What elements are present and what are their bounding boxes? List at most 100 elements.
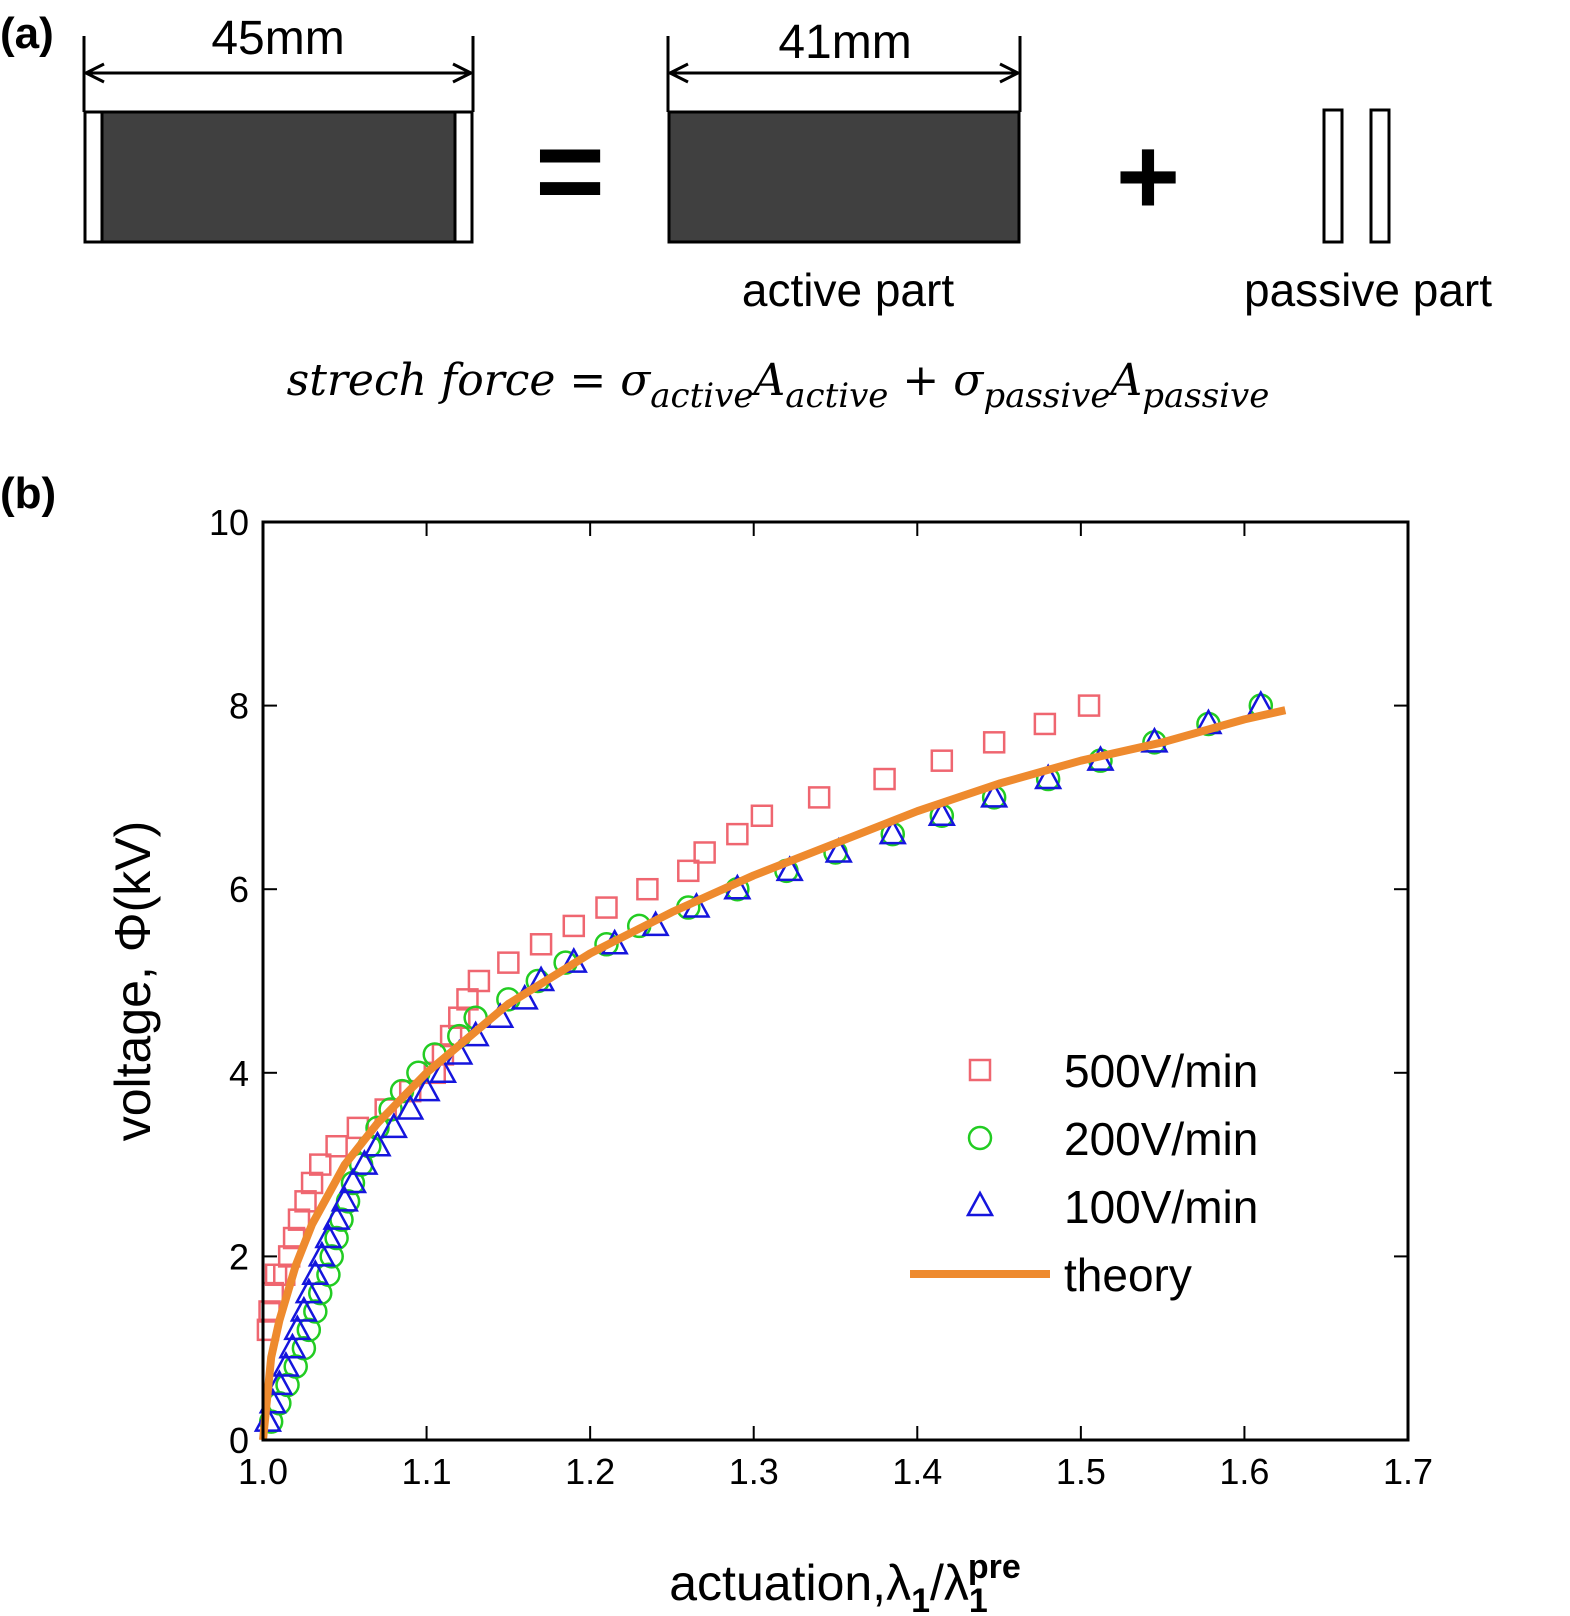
panel-a-shapes <box>82 36 1391 244</box>
x-tick-label: 1.4 <box>892 1451 942 1492</box>
equation-subscript: active <box>650 376 753 416</box>
active-region <box>100 110 457 244</box>
data-point <box>289 1295 318 1322</box>
dimension-label: 41mm <box>778 16 911 69</box>
equation-subscript: passive <box>1142 376 1269 416</box>
x-tick-label: 1.3 <box>729 1451 779 1492</box>
legend-label: 500V/min <box>1064 1045 1258 1097</box>
data-point <box>365 1115 390 1141</box>
panel-label: (b) <box>0 469 56 518</box>
data-point <box>497 951 520 974</box>
y-tick-label: 4 <box>229 1053 249 1094</box>
data-point <box>363 1130 392 1157</box>
x-axis-label: actuation,λ1/λ1pre <box>669 1548 1021 1616</box>
data-point <box>325 1134 348 1158</box>
active-part <box>667 110 1021 244</box>
part-label: passive part <box>1244 264 1492 316</box>
data-point <box>265 1369 294 1396</box>
data-point <box>428 1057 458 1084</box>
data-point <box>278 1332 307 1359</box>
data-point <box>324 1225 349 1251</box>
data-point <box>314 1222 343 1249</box>
data-point <box>878 818 907 845</box>
data-point <box>873 767 896 791</box>
data-point <box>316 1262 341 1288</box>
arrow-head <box>666 62 689 84</box>
x-label-sub: 1 <box>911 1582 930 1616</box>
plus-sign: + <box>1116 115 1180 238</box>
x-label-sup: pre <box>968 1548 1021 1586</box>
data-point <box>294 1277 323 1304</box>
x-label-sub: 1 <box>969 1582 988 1616</box>
data-point <box>1033 712 1057 736</box>
y-axis-label: voltage, Φ(kV) <box>105 821 161 1142</box>
equation-part: strech force = σ <box>287 355 653 406</box>
data-point <box>726 822 749 846</box>
data-point <box>595 896 618 919</box>
data-point <box>750 804 774 828</box>
arrow-head <box>82 62 105 84</box>
y-tick-label: 0 <box>229 1420 249 1461</box>
data-point <box>594 932 619 957</box>
legend-marker <box>965 1190 995 1217</box>
x-tick-label: 1.0 <box>238 1451 288 1492</box>
data-point <box>346 1116 370 1140</box>
legend-marker <box>967 1125 993 1151</box>
data-point <box>330 1185 359 1212</box>
legend-label: 200V/min <box>1064 1113 1258 1165</box>
passive-part <box>1322 108 1344 244</box>
equation-part: A <box>749 355 785 406</box>
x-label-part: actuation,λ <box>669 1555 911 1611</box>
part-label: active part <box>742 264 954 316</box>
data-point <box>271 1350 301 1377</box>
data-point <box>1034 763 1063 790</box>
x-tick-label: 1.7 <box>1383 1451 1433 1492</box>
data-point <box>283 1314 312 1341</box>
data-point <box>322 1204 351 1230</box>
data-point <box>319 1244 344 1269</box>
legend-label: 100V/min <box>1064 1181 1258 1233</box>
data-point <box>1077 694 1101 717</box>
data-point <box>396 1093 425 1120</box>
x-tick-label: 1.5 <box>1056 1451 1106 1492</box>
data-point <box>379 1112 408 1139</box>
data-point <box>980 781 1009 808</box>
data-point <box>927 800 956 827</box>
arrow-head <box>999 62 1022 84</box>
y-tick-label: 10 <box>209 502 249 543</box>
data-point <box>307 1240 336 1267</box>
data-point <box>529 933 553 956</box>
data-point <box>309 1153 332 1176</box>
x-tick-label: 1.6 <box>1219 1451 1269 1492</box>
data-point <box>300 1171 324 1195</box>
y-tick-label: 6 <box>229 869 249 910</box>
data-point <box>261 1281 285 1305</box>
passive-part <box>1369 108 1391 244</box>
equals-sign: = <box>535 104 605 238</box>
arrow-head <box>452 62 475 84</box>
data-point <box>439 1024 463 1048</box>
y-tick-label: 8 <box>229 686 249 727</box>
data-point <box>467 969 491 993</box>
data-point <box>350 1148 379 1175</box>
legend-marker <box>968 1058 992 1082</box>
dimension-label: 45mm <box>211 12 344 65</box>
equation-part: A <box>1106 355 1142 406</box>
data-point <box>264 1263 288 1287</box>
data-point <box>636 877 659 901</box>
plot-frame <box>261 520 1410 1442</box>
x-tick-label: 1.2 <box>565 1451 615 1492</box>
theory-line <box>259 706 1287 1441</box>
y-tick-label: 2 <box>229 1236 249 1277</box>
equation-subscript: passive <box>983 376 1110 416</box>
data-point <box>294 1190 317 1213</box>
equation-part: + σ <box>888 355 985 406</box>
data-point <box>930 749 954 772</box>
data-point <box>824 836 853 863</box>
data-point <box>412 1075 441 1102</box>
data-point <box>807 786 831 809</box>
data-point <box>338 1167 368 1194</box>
data-point <box>448 1006 471 1029</box>
